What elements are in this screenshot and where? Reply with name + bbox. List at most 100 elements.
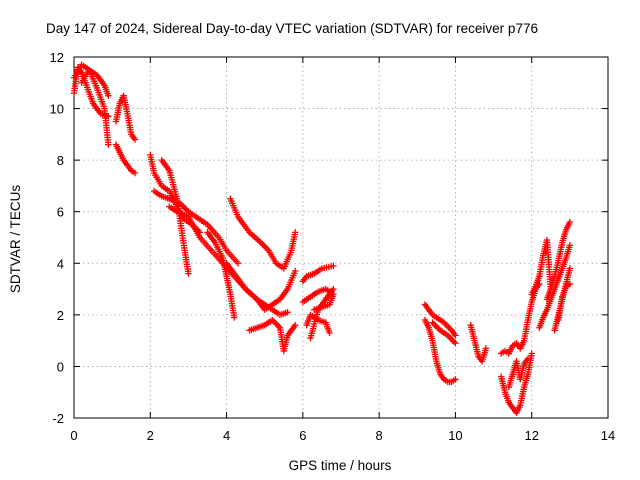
data-trace xyxy=(449,328,458,337)
data-trace xyxy=(536,254,546,278)
y-axis-title: SDTVAR / TECUs xyxy=(8,185,23,294)
x-tick-label: 2 xyxy=(147,428,154,443)
data-trace xyxy=(422,303,431,312)
data-trace xyxy=(183,217,194,227)
y-tick-label: 0 xyxy=(57,359,64,374)
data-series xyxy=(307,285,337,342)
data-trace xyxy=(559,282,569,301)
data-series xyxy=(204,229,238,321)
data-trace xyxy=(521,319,531,342)
x-tick-label: 4 xyxy=(223,428,230,443)
data-point xyxy=(292,229,299,236)
data-trace xyxy=(514,341,523,350)
data-trace xyxy=(285,323,298,337)
data-trace xyxy=(323,321,332,335)
data-trace xyxy=(476,354,485,363)
data-trace xyxy=(316,286,328,295)
x-tick-label: 10 xyxy=(448,428,462,443)
data-point xyxy=(326,329,333,337)
data-trace xyxy=(559,256,569,270)
data-trace xyxy=(426,308,435,317)
data-series xyxy=(505,355,532,391)
data-point xyxy=(429,319,436,326)
data-trace xyxy=(529,285,538,296)
data-trace xyxy=(266,249,279,265)
y-tick-label: 12 xyxy=(50,50,64,65)
data-trace xyxy=(506,401,515,410)
data-trace xyxy=(121,158,130,167)
data-trace xyxy=(198,236,213,252)
data-trace xyxy=(248,325,259,333)
data-trace xyxy=(320,301,331,310)
data-trace xyxy=(113,102,123,123)
x-axis-title: GPS time / hours xyxy=(289,458,392,473)
data-trace xyxy=(551,313,562,332)
x-tick-label: 0 xyxy=(70,428,77,443)
data-trace xyxy=(316,297,328,312)
data-series xyxy=(158,156,192,277)
data-trace xyxy=(555,267,565,280)
data-trace xyxy=(160,193,171,202)
data-trace xyxy=(533,275,542,288)
data-trace xyxy=(422,318,431,330)
data-series xyxy=(551,265,574,334)
ticks-layer: 0 2 4 6 8 10 12 14 -2 0 2 4 6 8 10 12 xyxy=(50,50,616,443)
data-trace xyxy=(80,62,91,72)
data-trace xyxy=(305,271,316,279)
data-trace xyxy=(517,386,527,407)
data-trace xyxy=(120,94,131,115)
data-trace xyxy=(159,158,172,172)
data-trace xyxy=(225,249,240,265)
data-trace xyxy=(152,189,164,199)
plot-frame xyxy=(73,56,609,419)
data-trace xyxy=(430,320,442,332)
y-tick-label: 8 xyxy=(57,153,64,168)
data-point xyxy=(452,340,459,347)
data-trace xyxy=(278,309,289,318)
data-trace xyxy=(518,339,527,350)
x-tick-label: 14 xyxy=(601,428,615,443)
data-trace xyxy=(179,202,191,214)
data-trace xyxy=(224,261,237,276)
data-point xyxy=(292,321,299,329)
data-trace xyxy=(471,339,481,358)
y-tick-label: -2 xyxy=(52,411,64,426)
data-trace xyxy=(175,209,190,220)
data-trace xyxy=(438,328,450,338)
x-tick-label: 12 xyxy=(524,428,538,443)
data-series xyxy=(227,195,299,272)
data-series xyxy=(299,262,337,285)
data-trace xyxy=(442,320,454,332)
data-trace xyxy=(223,275,234,296)
data-trace xyxy=(502,391,512,404)
data-trace xyxy=(544,298,554,311)
data-trace xyxy=(186,215,202,239)
data-point xyxy=(330,285,337,293)
data-trace xyxy=(438,372,446,381)
data-trace xyxy=(435,315,446,325)
data-trace xyxy=(124,112,134,136)
data-series xyxy=(150,187,242,267)
data-series xyxy=(223,260,299,313)
data-trace xyxy=(87,67,99,77)
data-trace xyxy=(313,266,324,276)
data-trace xyxy=(429,339,440,363)
data-trace xyxy=(117,151,126,162)
data-series xyxy=(498,350,535,417)
data-trace xyxy=(72,63,84,79)
data-point xyxy=(566,242,574,249)
data-trace xyxy=(94,87,107,110)
data-trace xyxy=(187,209,198,219)
data-point xyxy=(292,267,299,275)
data-trace xyxy=(91,101,103,116)
data-trace xyxy=(536,316,546,329)
data-trace xyxy=(194,214,209,227)
data-point xyxy=(524,355,532,362)
y-tick-label: 2 xyxy=(57,308,64,323)
data-point xyxy=(234,260,242,267)
data-point xyxy=(105,92,112,99)
data-trace xyxy=(213,241,225,260)
data-point xyxy=(231,314,238,321)
data-point xyxy=(284,309,291,316)
